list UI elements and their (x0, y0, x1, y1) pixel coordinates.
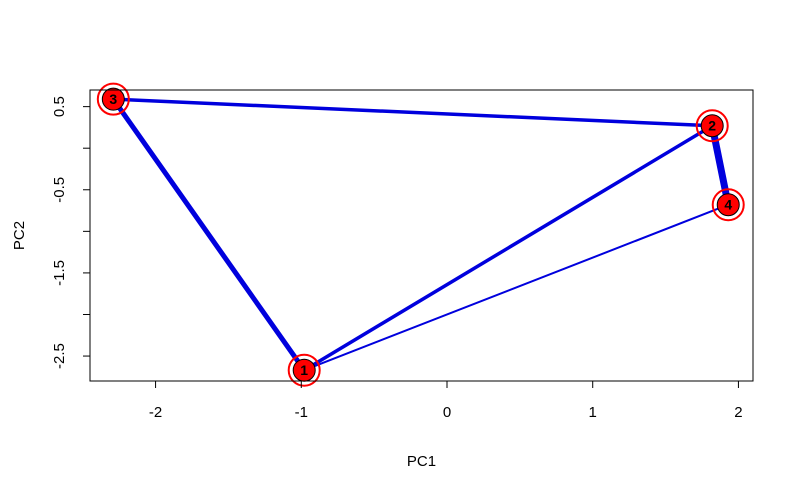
node-label: 2 (708, 117, 716, 133)
x-tick-label: 0 (443, 404, 451, 421)
x-tick-label: 2 (734, 404, 742, 421)
x-axis-title: PC1 (407, 453, 436, 470)
node-ring (695, 109, 729, 143)
node-3: 3 (96, 82, 130, 116)
node-1: 1 (287, 353, 321, 387)
edge-2-4 (708, 122, 732, 209)
nodes-layer: 1 2 3 4 (96, 82, 745, 387)
node-label: 4 (724, 196, 732, 212)
node-ring (96, 82, 130, 116)
x-tick-label: -1 (295, 404, 308, 421)
edge-1-3 (110, 96, 307, 373)
node-label: 1 (300, 362, 308, 378)
x-axis: -2 -1 0 1 2 (149, 381, 743, 421)
y-tick-label: 0.5 (51, 96, 68, 117)
node-2: 2 (695, 109, 729, 143)
x-tick-label: -2 (149, 404, 162, 421)
node-point (101, 87, 125, 111)
y-tick-label: -1.5 (51, 260, 68, 286)
y-tick-label: -2.5 (51, 343, 68, 369)
node-point (716, 193, 740, 217)
y-axis-title: PC2 (11, 221, 28, 250)
plot-frame (89, 89, 754, 382)
y-axis: -2.5 -1.5 -0.5 0.5 (51, 96, 90, 369)
node-ring (287, 353, 321, 387)
node-label: 3 (109, 91, 117, 107)
node-ring (711, 188, 745, 222)
node-4: 4 (711, 188, 745, 222)
edge-1-4 (303, 203, 730, 372)
y-tick-label: -0.5 (51, 177, 68, 203)
edge-1-2 (302, 124, 714, 372)
x-tick-label: 1 (589, 404, 597, 421)
edges-layer (110, 96, 732, 373)
edge-2-3 (111, 97, 714, 128)
node-point (700, 114, 724, 138)
